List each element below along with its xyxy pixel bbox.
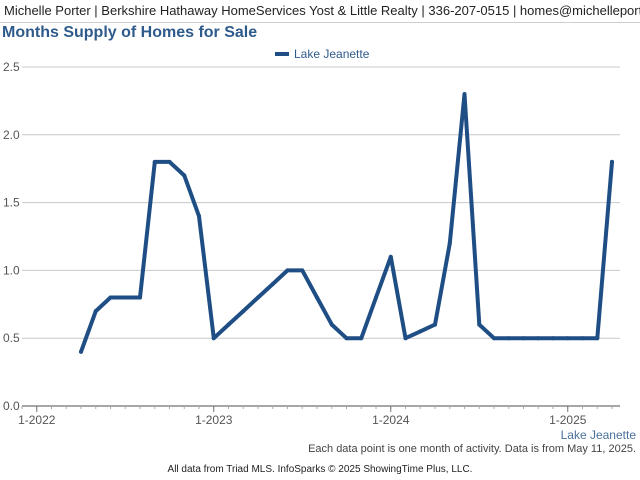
data-point[interactable]	[477, 322, 482, 327]
series-end-label-group: Lake Jeanette	[561, 428, 637, 442]
y-tick-label: 2.0	[3, 128, 20, 142]
x-tick-label: 1-2023	[195, 413, 233, 427]
data-point[interactable]	[123, 295, 128, 300]
y-tick-label: 2.5	[3, 60, 20, 74]
data-point[interactable]	[108, 295, 113, 300]
data-point[interactable]	[595, 336, 600, 341]
data-point[interactable]	[241, 309, 246, 314]
series-group	[79, 92, 614, 354]
data-point[interactable]	[79, 349, 83, 354]
data-point[interactable]	[403, 336, 408, 341]
data-point[interactable]	[433, 322, 437, 327]
header-divider	[0, 22, 640, 23]
data-point[interactable]	[182, 173, 187, 178]
contact-header: Michelle Porter | Berkshire Hathaway Hom…	[4, 3, 640, 18]
data-point[interactable]	[374, 295, 378, 300]
data-point[interactable]	[285, 268, 290, 273]
data-point[interactable]	[167, 159, 172, 164]
data-point[interactable]	[418, 329, 423, 334]
series-end-label: Lake Jeanette	[561, 428, 637, 442]
y-tick-label: 1.0	[3, 263, 20, 277]
data-point[interactable]	[565, 336, 570, 341]
data-point[interactable]	[492, 336, 496, 341]
y-axis-ticks: 0.0 0.5 1.0 1.5 2.0 2.5	[3, 60, 20, 413]
y-tick-label: 0.5	[3, 331, 20, 345]
data-note: Each data point is one month of activity…	[308, 443, 636, 455]
data-point[interactable]	[226, 322, 231, 327]
data-point[interactable]	[521, 336, 526, 341]
data-point[interactable]	[344, 336, 349, 341]
data-point[interactable]	[359, 336, 364, 341]
data-point[interactable]	[551, 336, 555, 341]
chart-title: Months Supply of Homes for Sale	[2, 24, 258, 41]
data-credit: All data from Triad MLS. InfoSparks © 20…	[167, 464, 473, 475]
x-tick-label: 1-2025	[549, 413, 587, 427]
legend[interactable]: Lake Jeanette	[275, 47, 370, 61]
x-tick-label: 1-2022	[18, 413, 56, 427]
data-point[interactable]	[447, 241, 452, 246]
data-point[interactable]	[610, 159, 614, 164]
y-tick-label: 0.0	[3, 399, 20, 413]
data-point[interactable]	[138, 295, 142, 300]
data-point[interactable]	[152, 159, 157, 164]
series-line[interactable]	[79, 92, 614, 354]
data-point[interactable]	[197, 214, 201, 219]
data-point[interactable]	[536, 336, 541, 341]
data-point[interactable]	[506, 336, 511, 341]
data-point[interactable]	[315, 295, 319, 300]
data-point[interactable]	[388, 254, 393, 259]
data-point[interactable]	[329, 322, 334, 327]
data-point[interactable]	[256, 295, 260, 300]
data-point[interactable]	[270, 281, 275, 286]
legend-label: Lake Jeanette	[294, 47, 370, 61]
data-point[interactable]	[462, 92, 467, 97]
data-point[interactable]	[580, 336, 585, 341]
data-point[interactable]	[300, 268, 305, 273]
x-axis: 1-2022 1-2023 1-2024 1-2025	[18, 405, 620, 427]
data-point[interactable]	[211, 336, 216, 341]
data-point[interactable]	[93, 309, 98, 314]
x-tick-label: 1-2024	[372, 413, 410, 427]
y-tick-label: 1.5	[3, 196, 20, 210]
